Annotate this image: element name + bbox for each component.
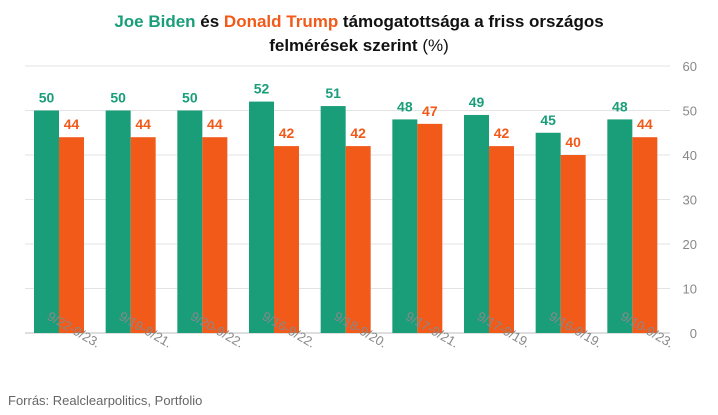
data-label-trump: 44 bbox=[207, 116, 223, 132]
data-label-trump: 44 bbox=[637, 116, 653, 132]
y-tick-label: 10 bbox=[683, 282, 697, 297]
bar-biden bbox=[320, 106, 346, 333]
data-label-biden: 48 bbox=[612, 98, 628, 114]
title-biden: Joe Biden bbox=[114, 12, 196, 31]
bar-biden bbox=[607, 119, 633, 334]
bar-biden bbox=[249, 101, 274, 333]
data-label-biden: 51 bbox=[325, 85, 341, 101]
y-tick-label: 50 bbox=[683, 104, 697, 119]
y-tick-label: 0 bbox=[690, 326, 697, 341]
source-note: Forrás: Realclearpolitics, Portfolio bbox=[8, 393, 203, 408]
bar-biden bbox=[464, 114, 489, 333]
bar-trump bbox=[274, 146, 299, 333]
data-label-trump: 40 bbox=[565, 134, 581, 150]
data-label-biden: 45 bbox=[540, 112, 556, 128]
bar-trump bbox=[632, 137, 658, 333]
data-label-trump: 42 bbox=[494, 125, 510, 141]
data-label-trump: 42 bbox=[350, 125, 366, 141]
data-label-biden: 50 bbox=[182, 90, 198, 106]
title-line-2: felmérések szerint (%) bbox=[0, 34, 718, 58]
bar-trump bbox=[130, 137, 156, 333]
data-label-trump: 42 bbox=[279, 125, 295, 141]
data-label-biden: 49 bbox=[469, 94, 485, 110]
y-tick-label: 30 bbox=[683, 193, 697, 208]
chart-title: Joe Biden és Donald Trump támogatottsága… bbox=[0, 10, 718, 58]
title-rest: támogatottsága a friss országos bbox=[338, 12, 604, 31]
title-line2-text: felmérések szerint bbox=[269, 36, 418, 55]
data-label-biden: 52 bbox=[254, 81, 270, 97]
bar-biden bbox=[34, 110, 59, 333]
data-label-trump: 44 bbox=[135, 116, 151, 132]
data-label-biden: 50 bbox=[39, 90, 55, 106]
bar-biden bbox=[392, 119, 418, 334]
data-label-trump: 47 bbox=[422, 103, 438, 119]
bar-biden bbox=[177, 110, 203, 333]
title-trump: Donald Trump bbox=[223, 12, 339, 31]
bar-trump bbox=[489, 146, 514, 333]
y-tick-label: 40 bbox=[683, 148, 697, 163]
y-tick-label: 20 bbox=[683, 237, 697, 252]
data-label-biden: 48 bbox=[397, 98, 413, 114]
bar-trump bbox=[202, 137, 228, 333]
bar-trump bbox=[560, 155, 586, 333]
data-label-trump: 44 bbox=[64, 116, 80, 132]
data-label-biden: 50 bbox=[110, 90, 126, 106]
bar-biden bbox=[105, 110, 131, 333]
bar-trump bbox=[417, 123, 443, 333]
bar-trump bbox=[345, 146, 371, 333]
bar-trump bbox=[59, 137, 84, 333]
y-tick-label: 60 bbox=[683, 59, 697, 74]
title-connector: és bbox=[195, 12, 224, 31]
title-line-1: Joe Biden és Donald Trump támogatottsága… bbox=[0, 10, 718, 34]
bar-biden bbox=[535, 132, 561, 333]
title-pct: (%) bbox=[417, 36, 449, 55]
